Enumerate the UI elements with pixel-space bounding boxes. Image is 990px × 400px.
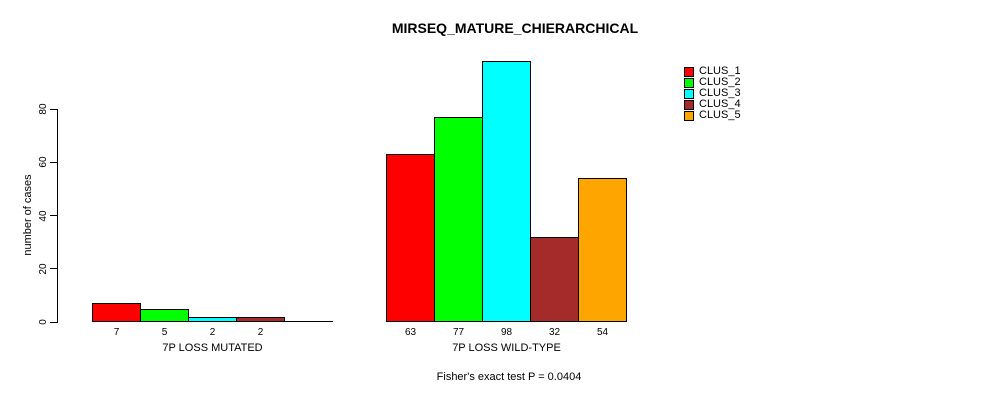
legend-swatch-CLUS_3 — [684, 88, 694, 99]
bar-value-label: 2 — [209, 327, 216, 338]
legend-label: CLUS_3 — [699, 87, 741, 99]
bar-CLUS_3 — [482, 61, 531, 322]
annotation-text: Fisher's exact test P = 0.0404 — [436, 371, 582, 383]
bar-CLUS_1 — [92, 303, 141, 322]
legend-label: CLUS_5 — [699, 109, 741, 121]
bar-value-labels: 7 5 2 2 — [92, 327, 333, 338]
y-tick-label: 20 — [38, 263, 49, 275]
x-group-label: 7P LOSS WILD-TYPE — [452, 342, 561, 354]
bar-value-label: 98 — [500, 327, 513, 338]
bar-value-label: 5 — [161, 327, 168, 338]
bar-CLUS_2 — [140, 309, 189, 322]
bar-CLUS_4 — [236, 317, 285, 322]
y-tick-label: 60 — [38, 156, 49, 168]
bar-value-label: 2 — [257, 327, 264, 338]
y-tick-label: 80 — [38, 103, 49, 115]
x-group-label: 7P LOSS MUTATED — [162, 342, 263, 354]
bar-CLUS_2 — [434, 117, 483, 322]
legend-item: CLUS_1 — [684, 66, 741, 77]
y-axis-tick — [50, 321, 57, 323]
legend-item: CLUS_5 — [684, 110, 741, 121]
legend-item: CLUS_2 — [684, 77, 741, 88]
bar-value-label: 54 — [596, 327, 609, 338]
legend-label: CLUS_1 — [699, 65, 741, 77]
chart-title: MIRSEQ_MATURE_CHIERARCHICAL — [391, 20, 639, 36]
bar-CLUS_1 — [386, 154, 435, 322]
bar-CLUS_5 — [578, 178, 627, 322]
bar-CLUS_3 — [188, 317, 237, 322]
bar-CLUS_4 — [530, 237, 579, 322]
y-axis-tick — [50, 268, 57, 270]
y-axis-line — [57, 109, 58, 323]
y-tick-label: 40 — [38, 209, 49, 222]
bar-value-label: 32 — [548, 327, 561, 338]
legend-label: CLUS_4 — [699, 98, 741, 110]
bar-value-label: 63 — [404, 327, 417, 338]
y-axis-tick — [50, 215, 57, 216]
bar-CLUS_5 — [284, 321, 333, 322]
y-axis-label: number of cases — [22, 174, 34, 256]
bar-value-label: 77 — [452, 327, 465, 338]
bar-value-label — [284, 327, 333, 338]
legend-swatch-CLUS_5 — [684, 110, 694, 121]
bar-group — [92, 42, 333, 322]
legend-item: CLUS_3 — [684, 88, 741, 99]
y-tick-label: 0 — [38, 319, 49, 325]
legend-swatch-CLUS_1 — [684, 66, 694, 77]
y-axis-tick — [50, 108, 57, 110]
legend-label: CLUS_2 — [699, 76, 741, 88]
legend-swatch-CLUS_2 — [684, 77, 694, 88]
legend-item: CLUS_4 — [684, 99, 741, 110]
bar-value-labels: 63 77 98 32 54 — [386, 327, 627, 338]
legend: CLUS_1 CLUS_2 CLUS_3 CLUS_4 CLUS_5 — [684, 66, 741, 121]
bar-value-label: 7 — [113, 327, 120, 338]
y-axis-tick — [50, 161, 57, 163]
bar-group — [386, 42, 627, 322]
legend-swatch-CLUS_4 — [684, 99, 694, 110]
